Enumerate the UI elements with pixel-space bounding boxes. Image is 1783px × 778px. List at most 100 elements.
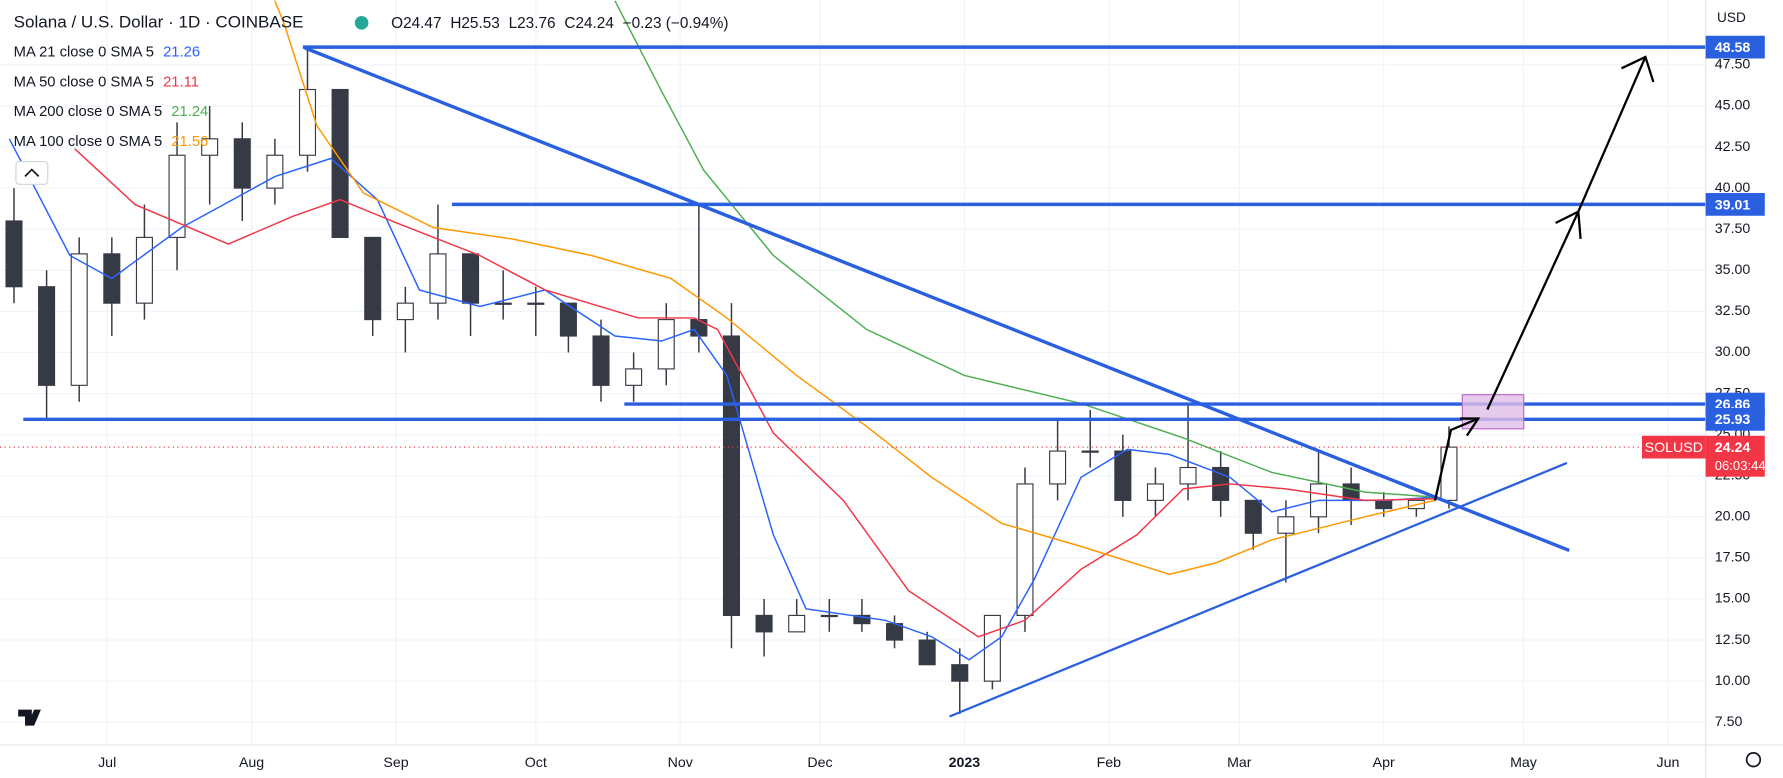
x-tick-label: 2023 (949, 755, 981, 771)
candle-body (1114, 450, 1132, 501)
quote-open: O24.47 (391, 15, 441, 32)
candle-body (1179, 466, 1197, 485)
symbol-label: SOLUSD (1645, 440, 1703, 456)
arrows (1433, 55, 1655, 501)
candle-body (396, 302, 414, 321)
arrow-head (1621, 55, 1655, 83)
arrow (1577, 56, 1647, 213)
moving-average (8, 138, 1436, 661)
last-price-label-bg (1705, 435, 1765, 477)
settings-button[interactable] (1745, 752, 1762, 768)
candle-body (559, 302, 577, 337)
candle-body (788, 614, 806, 633)
logo-mark (18, 709, 41, 726)
countdown: 06:03:44 (1715, 458, 1766, 473)
candle-body (168, 154, 186, 238)
x-tick-label: Apr (1373, 755, 1395, 771)
logo (18, 709, 41, 726)
legend-value: 21.11 (163, 74, 199, 90)
trend-line (304, 46, 1570, 553)
candle-body (429, 253, 447, 304)
candle-body (1244, 499, 1262, 534)
legend-name: MA 100 close 0 SMA 5 (14, 134, 163, 150)
drawings (304, 46, 1655, 718)
candle-body (527, 302, 545, 305)
candle-body (298, 88, 317, 156)
candle-body (820, 614, 838, 618)
trend-line (949, 461, 1568, 718)
candle-body (331, 88, 349, 238)
market-status[interactable] (354, 16, 369, 30)
candle-body (494, 302, 512, 305)
candle-body (462, 253, 480, 304)
x-tick-label: May (1510, 755, 1538, 771)
legend-name: MA 21 close 0 SMA 5 (14, 44, 154, 60)
legend-name: MA 50 close 0 SMA 5 (14, 74, 154, 90)
legend-item: MA 21 close 0 SMA 5 21.26 (14, 44, 200, 60)
candle-body (266, 154, 284, 189)
legend-value: 21.24 (171, 104, 208, 120)
candle-body (592, 335, 610, 386)
currency[interactable]: USD (1717, 10, 1746, 25)
candle-body (1016, 483, 1034, 616)
candle-body (70, 253, 88, 386)
candle-body (690, 319, 708, 337)
plot-area (0, 0, 1706, 745)
symbol-label-bg (1641, 435, 1706, 459)
candle-body (657, 319, 675, 370)
y-tick-label: 20.00 (1715, 509, 1751, 525)
candle-body (983, 614, 1001, 682)
price-level-label: 48.58 (1715, 40, 1751, 56)
y-tick-label: 17.50 (1715, 550, 1751, 566)
x-tick-label: Nov (668, 755, 694, 771)
x-tick-label: Mar (1227, 755, 1252, 771)
y-tick-label: 15.00 (1715, 591, 1751, 607)
y-tick-label: 40.00 (1715, 180, 1751, 196)
candle-body (722, 335, 740, 616)
symbol-title: Solana / U.S. Dollar · 1D · COINBASE (14, 12, 304, 31)
y-tick-label: 47.50 (1715, 57, 1751, 73)
candle-body (1049, 450, 1067, 485)
candle-body (1146, 483, 1164, 501)
legend-value: 21.26 (163, 44, 200, 60)
candle-body (364, 236, 382, 321)
candle-body (755, 614, 773, 633)
candle-body (918, 639, 936, 666)
price-level-label-bg (1705, 35, 1765, 59)
x-tick-label: Jun (1656, 755, 1679, 771)
price-level-label: 25.93 (1715, 412, 1751, 428)
moving-average (614, 0, 1436, 498)
arrow (1486, 211, 1580, 410)
x-tick-label: Jul (98, 755, 116, 771)
candle-body (233, 138, 251, 189)
collapse-button[interactable] (15, 161, 49, 185)
arrow-head (1460, 417, 1481, 437)
y-tick-label: 30.00 (1715, 344, 1751, 360)
series-layer (0, 0, 1706, 715)
y-tick-label: 37.50 (1715, 221, 1751, 237)
y-tick-label: 42.50 (1715, 139, 1751, 155)
x-tick-label: Sep (383, 755, 408, 771)
x-tick-label: Dec (807, 755, 832, 771)
candle-body (1375, 499, 1393, 510)
candle-body (853, 614, 871, 625)
x-tick-label: Aug (239, 755, 264, 771)
y-tick-label: 35.00 (1715, 262, 1751, 278)
candle-body (38, 286, 56, 386)
candle-body (1277, 516, 1295, 534)
collapse-icon (24, 168, 40, 177)
candle-body (1440, 446, 1458, 501)
candle-body (5, 220, 23, 288)
candle-body (1081, 450, 1099, 453)
quote-low: L23.76 (509, 15, 556, 32)
legend-value: 21.56 (171, 134, 208, 150)
x-tick-label: Feb (1097, 755, 1122, 771)
moving-average (74, 148, 1436, 638)
y-tick-label: 7.50 (1715, 714, 1743, 730)
legend-item: MA 50 close 0 SMA 5 21.11 (14, 74, 199, 90)
quote-high: H25.53 (450, 15, 499, 32)
price-level-label: 39.01 (1715, 197, 1751, 213)
price-level-label-bg (1705, 407, 1765, 431)
